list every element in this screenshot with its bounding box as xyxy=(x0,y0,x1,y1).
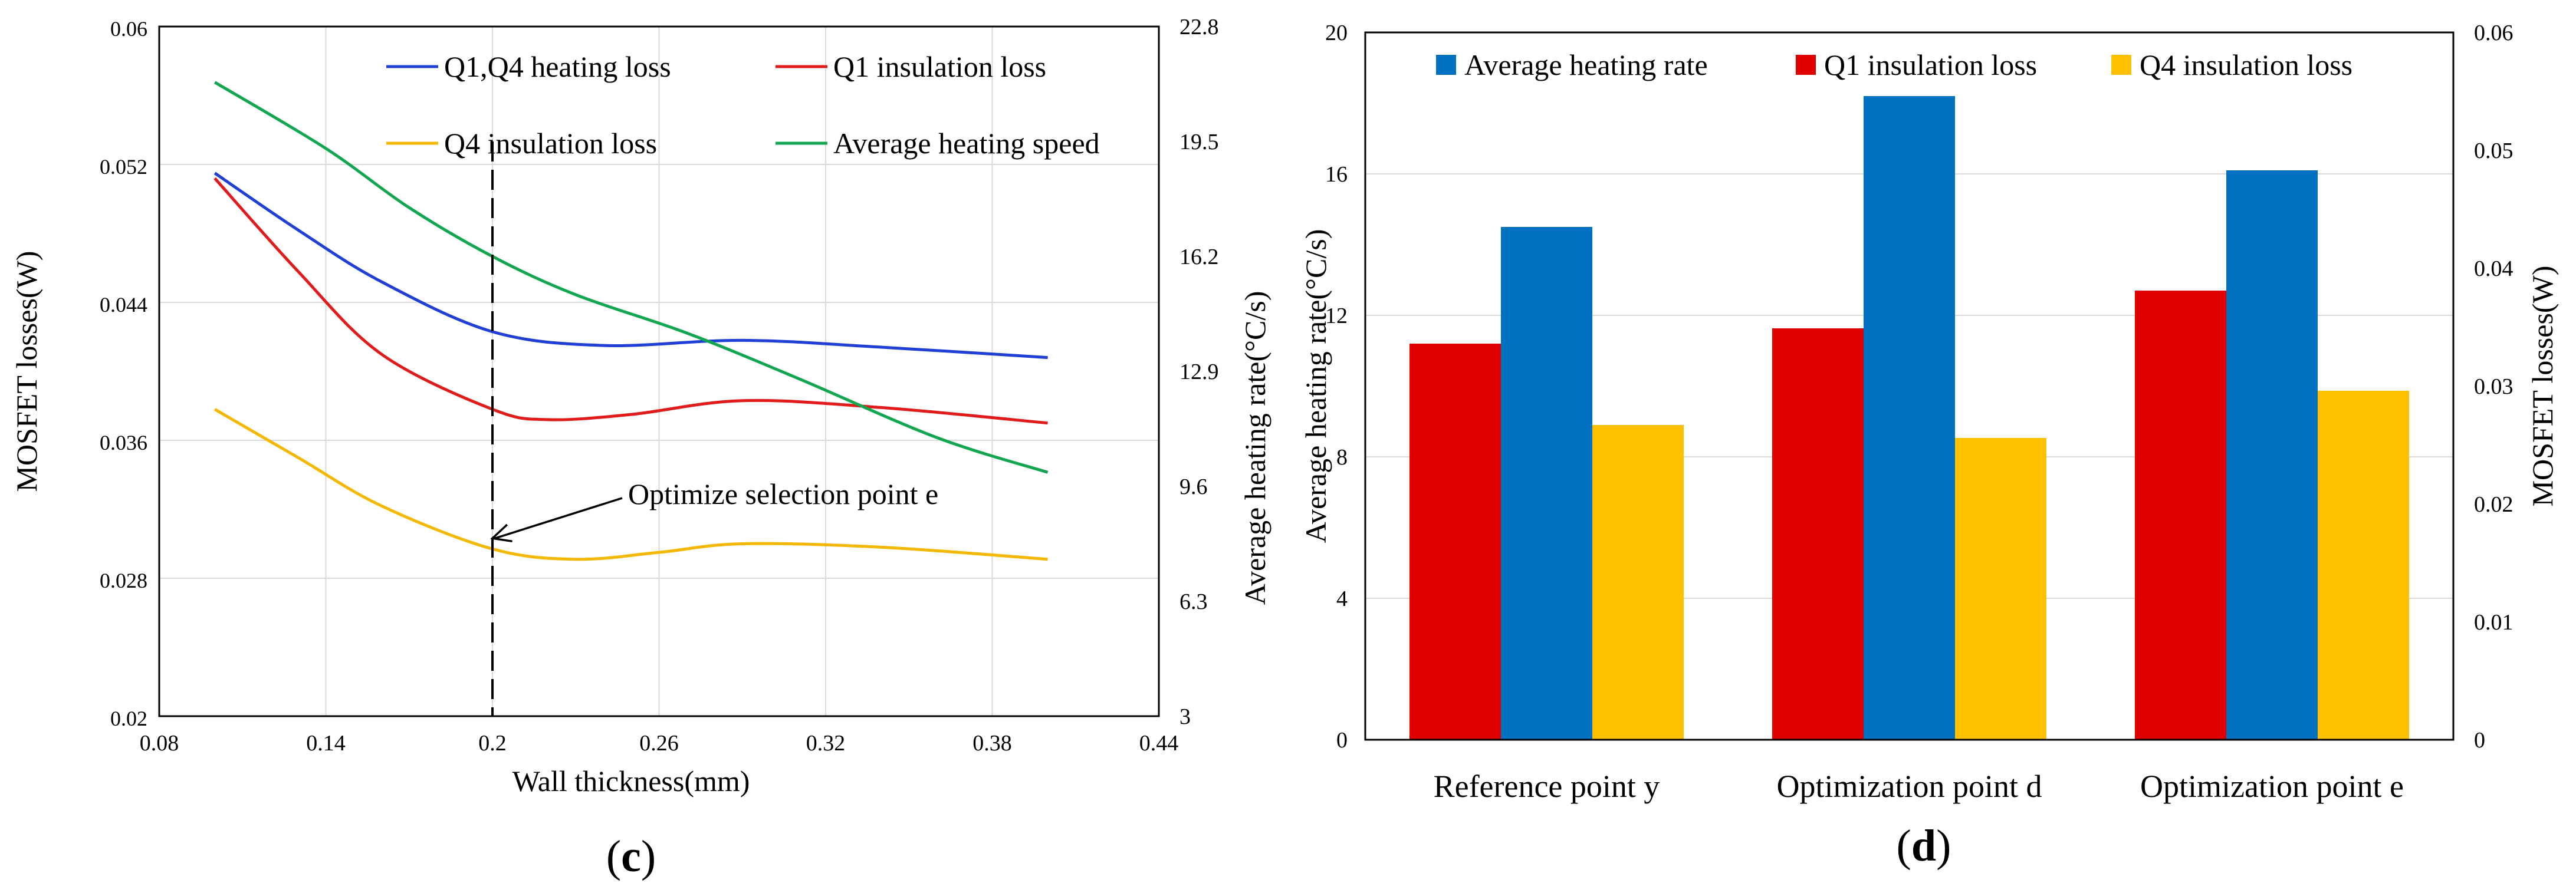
chart-d-y-left-tick-label: 16 xyxy=(1325,162,1348,187)
chart-d-bar xyxy=(1592,425,1684,740)
chart-d-bar xyxy=(2135,291,2226,740)
chart-d-y-right-tick-label: 0.02 xyxy=(2474,492,2513,517)
chart-c-series-line-2 xyxy=(213,177,1048,425)
chart-d-y-left-tick-label: 12 xyxy=(1325,304,1348,328)
chart-c-y-right-tick-label: 6.3 xyxy=(1179,589,1208,614)
chart-d-legend: Average heating rate Q1 insulation loss Q4… xyxy=(1436,48,2352,81)
chart-c-legend: Q1,Q4 heating loss Q1 insulation loss Q4 i… xyxy=(386,50,1100,160)
chart-d: 0 4 8 12 16 20 0 0.01 0.02 0.03 0.04 0.05 0.06 Refe… xyxy=(1299,21,2559,871)
chart-c: 0.08 0.14 0.2 0.26 0.32 0.38 0.44 0.020.0280.0… xyxy=(10,15,1271,881)
chart-d-y-left-tick-label: 20 xyxy=(1325,21,1348,45)
chart-c-y-right-ticks: 3 6.3 9.6 12.9 16.2 19.5 22.8 xyxy=(1179,15,1219,729)
chart-d-category-label: Optimization point d xyxy=(1777,769,2042,804)
chart-c-x-ticks: 0.08 0.14 0.2 0.26 0.32 0.38 0.44 xyxy=(140,731,1179,756)
chart-c-y-right-tick-label: 3 xyxy=(1179,704,1191,729)
chart-d-category-label: Reference point y xyxy=(1434,769,1660,804)
chart-d-legend-swatch xyxy=(2111,55,2131,75)
chart-d-y-left-tick-label: 0 xyxy=(1336,728,1348,753)
chart-d-bar xyxy=(1864,96,1955,740)
chart-c-annotation-arrowhead xyxy=(490,523,512,543)
chart-d-bars xyxy=(1409,96,2409,740)
chart-c-y-left-axis-label: MOSFET losses(W) xyxy=(10,251,43,492)
chart-d-y-right-ticks: 0 0.01 0.02 0.03 0.04 0.05 0.06 xyxy=(2474,21,2513,753)
chart-c-legend-label: Q1 insulation loss xyxy=(833,50,1046,83)
chart-d-legend-label: Q1 insulation loss xyxy=(1824,48,2037,81)
chart-d-legend-swatch xyxy=(1436,55,1456,75)
chart-d-panel-letter: d xyxy=(1911,821,1936,871)
chart-c-annotation-text: Optimize selection point e xyxy=(628,477,938,510)
chart-c-annotation: Optimize selection point e xyxy=(490,477,938,543)
chart-c-annotation-arrow xyxy=(494,497,623,539)
chart-c-x-tick-label: 0.26 xyxy=(639,731,679,756)
chart-d-y-left-tick-label: 4 xyxy=(1336,586,1348,611)
chart-c-y-left-tick-label: 0.052 xyxy=(100,155,147,179)
chart-d-legend-label: Q4 insulation loss xyxy=(2140,48,2352,81)
chart-d-y-right-tick-label: 0.03 xyxy=(2474,374,2513,399)
chart-d-plot-frame xyxy=(1364,31,2455,741)
chart-d-bar xyxy=(1955,438,2046,740)
chart-c-legend-label: Q1,Q4 heating loss xyxy=(444,50,671,83)
chart-d-bar xyxy=(1409,344,1501,740)
chart-d-y-left-ticks: 0 4 8 12 16 20 xyxy=(1325,21,1348,753)
chart-d-bar xyxy=(1772,328,1864,740)
chart-c-y-left-tick-label: 0.02 xyxy=(110,707,147,730)
chart-c-y-right-tick-label: 12.9 xyxy=(1179,360,1219,384)
chart-c-x-tick-label: 0.38 xyxy=(972,731,1012,756)
chart-c-y-left-tick-label: 0.06 xyxy=(110,17,147,41)
chart-c-series-line-4 xyxy=(213,81,1049,474)
chart-c-y-right-tick-label: 19.5 xyxy=(1179,130,1219,154)
chart-d-y-right-tick-label: 0 xyxy=(2474,728,2485,753)
chart-c-x-axis-label: Wall thickness(mm) xyxy=(512,765,750,798)
chart-d-category-label: Optimization point e xyxy=(2140,769,2404,804)
chart-c-x-tick-label: 0.14 xyxy=(306,731,346,756)
chart-d-bar xyxy=(1501,227,1592,740)
chart-c-y-right-tick-label: 9.6 xyxy=(1179,474,1208,499)
chart-d-y-right-tick-label: 0.06 xyxy=(2474,21,2513,45)
chart-c-plot-frame xyxy=(158,25,1160,717)
chart-c-x-tick-label: 0.44 xyxy=(1139,731,1179,756)
chart-c-y-right-tick-label: 22.8 xyxy=(1179,15,1219,39)
chart-d-y-left-axis-label: Average heating rate(°C/s) xyxy=(1299,229,1332,543)
chart-d-category-labels: Reference point y Optimization point d Opt… xyxy=(1434,769,2404,804)
chart-d-legend-swatch xyxy=(1796,55,1816,75)
chart-c-y-left-ticks: 0.02 0.028 0.036 0.044 0.052 0.06 xyxy=(100,17,147,730)
chart-c-legend-label: Q4 insulation loss xyxy=(444,127,657,160)
chart-d-y-right-tick-label: 0.05 xyxy=(2474,139,2513,163)
chart-d-y-left-tick-label: 8 xyxy=(1336,445,1348,470)
chart-d-y-right-tick-label: 0.04 xyxy=(2474,256,2513,281)
chart-c-series-line-3 xyxy=(213,408,1048,561)
chart-d-y-right-tick-label: 0.01 xyxy=(2474,610,2513,635)
chart-c-panel-letter: c xyxy=(621,832,641,881)
chart-c-x-tick-label: 0.08 xyxy=(140,731,179,756)
chart-c-y-left-tick-label: 0.028 xyxy=(100,569,147,592)
chart-c-x-tick-label: 0.2 xyxy=(478,731,507,756)
chart-c-panel-label: (c) xyxy=(606,832,656,881)
chart-c-y-left-tick-label: 0.036 xyxy=(100,431,147,454)
chart-c-series xyxy=(213,81,1049,561)
chart-d-legend-label: Average heating rate xyxy=(1464,48,1708,81)
chart-d-y-right-axis-label: MOSFET losses(W) xyxy=(2526,266,2559,507)
chart-c-y-left-tick-label: 0.044 xyxy=(100,293,147,317)
chart-c-y-right-axis-label: Average heating rate(°C/s) xyxy=(1238,291,1271,605)
chart-c-series-line-1 xyxy=(213,172,1048,360)
chart-c-y-right-tick-label: 16.2 xyxy=(1179,245,1219,269)
chart-d-panel-label: (d) xyxy=(1897,821,1951,871)
chart-c-x-tick-label: 0.32 xyxy=(806,731,846,756)
chart-d-bar xyxy=(2318,391,2409,740)
chart-d-bar xyxy=(2226,170,2318,740)
chart-c-legend-label: Average heating speed xyxy=(833,127,1100,160)
